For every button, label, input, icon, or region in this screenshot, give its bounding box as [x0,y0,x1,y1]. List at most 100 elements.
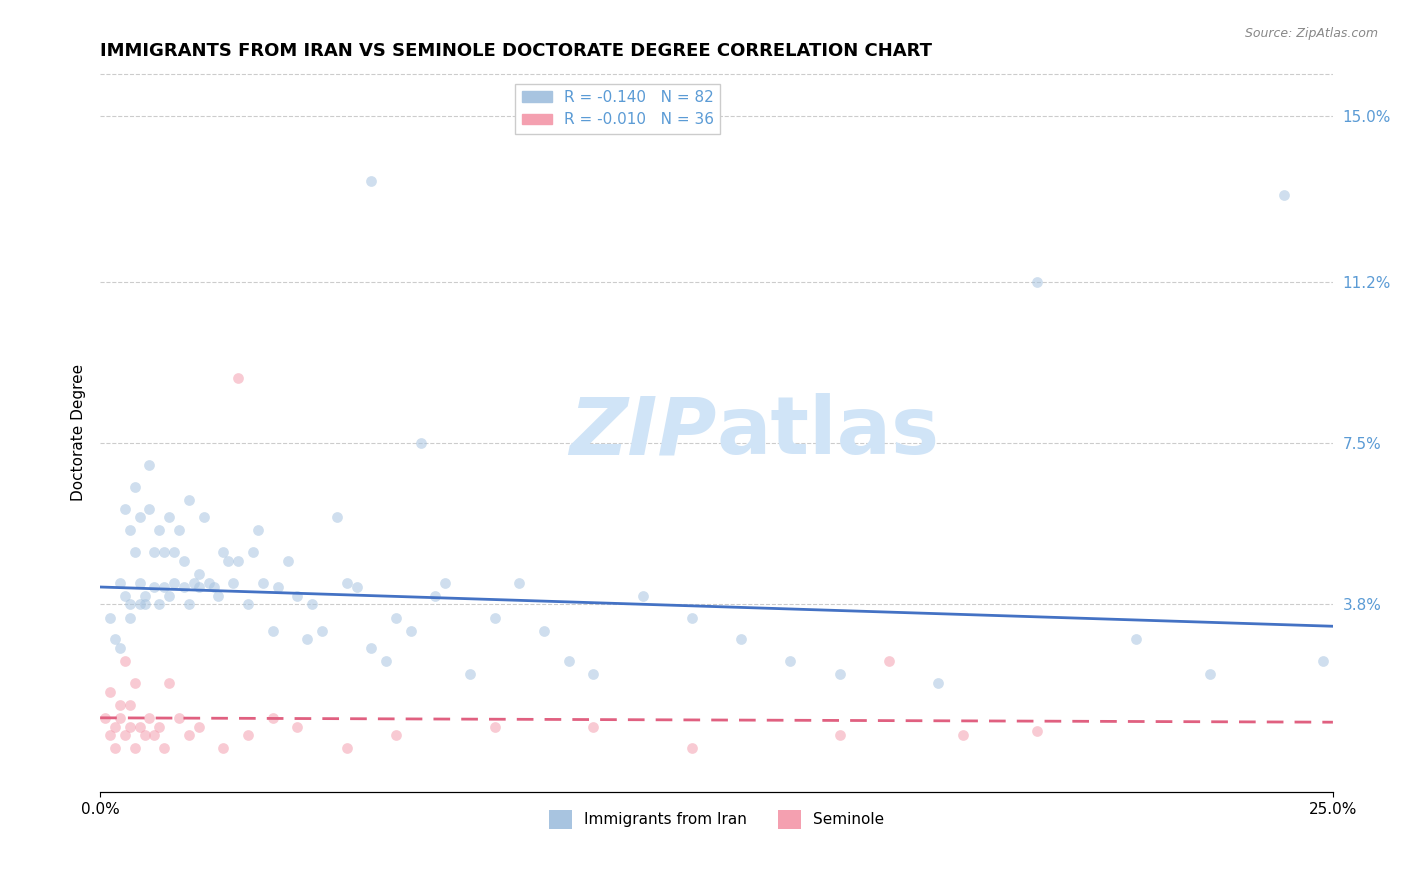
Point [118,720,141,734]
Point [207,589,229,603]
Point [138,458,160,472]
Point [297,632,319,647]
Point [326,510,349,524]
Point [124,480,146,494]
Point [104,632,127,647]
Point [1125,632,1147,647]
Point [236,728,259,742]
Point [108,575,131,590]
Point [952,728,974,742]
Point [877,654,900,668]
Point [148,598,170,612]
Point [336,741,359,756]
Point [157,510,180,524]
Text: ZIP: ZIP [569,393,717,471]
Point [148,524,170,538]
Point [730,632,752,647]
Point [828,728,851,742]
Point [173,580,195,594]
Point [98,610,121,624]
Point [108,698,131,712]
Point [336,575,359,590]
Point [118,598,141,612]
Point [1272,187,1295,202]
Point [1312,654,1334,668]
Text: IMMIGRANTS FROM IRAN VS SEMINOLE DOCTORATE DEGREE CORRELATION CHART: IMMIGRANTS FROM IRAN VS SEMINOLE DOCTORA… [100,42,932,60]
Point [434,575,457,590]
Point [1026,275,1049,289]
Point [202,580,225,594]
Point [157,676,180,690]
Point [153,580,176,594]
Point [173,554,195,568]
Point [262,624,284,638]
Point [167,711,190,725]
Point [124,676,146,690]
Point [177,598,200,612]
Point [124,741,146,756]
Point [187,566,209,581]
Text: atlas: atlas [717,393,939,471]
Point [236,598,259,612]
Point [177,492,200,507]
Point [287,589,309,603]
Point [375,654,398,668]
Point [114,728,136,742]
Point [98,728,121,742]
Point [276,554,298,568]
Point [108,711,131,725]
Point [246,524,269,538]
Point [828,667,851,681]
Point [138,501,160,516]
Point [287,720,309,734]
Point [360,174,382,188]
Point [399,624,422,638]
Point [114,654,136,668]
Point [508,575,530,590]
Point [222,575,245,590]
Point [153,545,176,559]
Point [262,711,284,725]
Point [582,720,605,734]
Point [138,711,160,725]
Point [104,741,127,756]
Point [301,598,323,612]
Point [118,610,141,624]
Point [163,575,186,590]
Point [118,524,141,538]
Point [226,554,249,568]
Point [134,728,156,742]
Point [104,720,127,734]
Point [385,728,408,742]
Point [385,610,408,624]
Point [157,589,180,603]
Point [134,589,156,603]
Point [94,711,117,725]
Text: Source: ZipAtlas.com: Source: ZipAtlas.com [1244,27,1378,40]
Point [425,589,447,603]
Point [124,545,146,559]
Point [114,501,136,516]
Point [148,720,170,734]
Point [927,676,949,690]
Point [212,741,235,756]
Point [458,667,481,681]
Point [582,667,605,681]
Point [183,575,205,590]
Point [108,641,131,656]
Point [346,580,368,594]
Point [681,741,703,756]
Point [557,654,579,668]
Point [631,589,654,603]
Point [484,610,506,624]
Point [163,545,186,559]
Point [242,545,264,559]
Point [167,524,190,538]
Point [134,598,156,612]
Point [197,575,219,590]
Point [128,720,150,734]
Point [143,580,166,594]
Point [128,510,150,524]
Point [1026,723,1049,738]
Point [114,589,136,603]
